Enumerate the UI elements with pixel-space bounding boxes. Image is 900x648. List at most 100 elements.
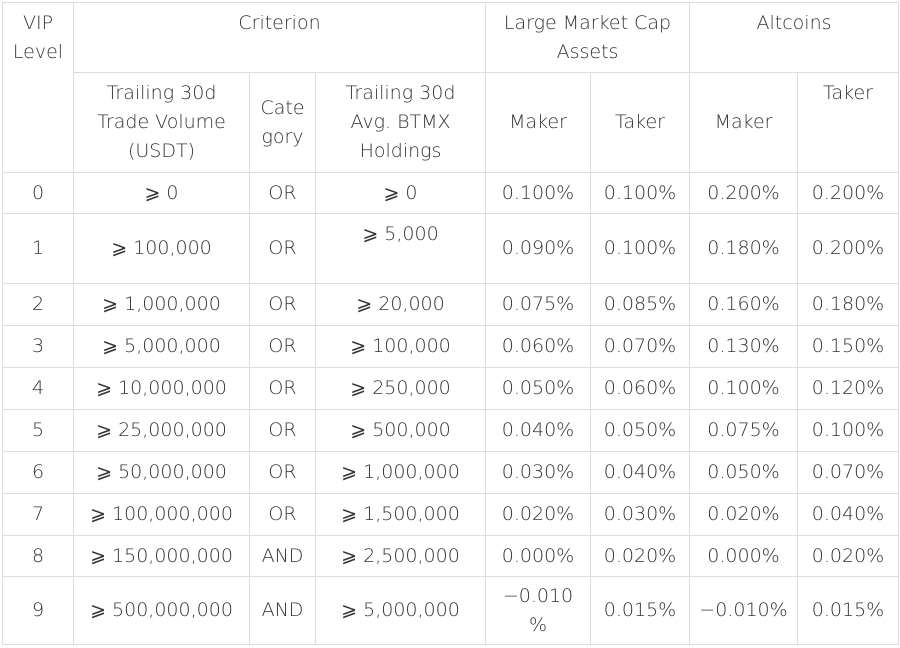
large-taker-cell: 0.085%: [589, 283, 691, 326]
header-altcoins: Altcoins: [689, 2, 900, 73]
alt-taker-cell: 0.015%: [797, 576, 900, 645]
alt-taker-cell: 0.070%: [797, 451, 900, 494]
vip-level-cell: 2: [2, 283, 74, 326]
header-category: Cate gory: [249, 72, 316, 173]
alt-maker-cell: 0.160%: [689, 283, 799, 326]
large-maker-cell: 0.040%: [485, 409, 591, 452]
trade-volume-cell: ⩾ 0: [73, 172, 250, 214]
large-taker-cell: 0.060%: [589, 367, 691, 410]
alt-taker-cell: 0.180%: [797, 283, 900, 326]
category-cell: OR: [249, 172, 316, 214]
table-row: 6 ⩾ 50,000,000 OR ⩾ 1,000,000 0.030% 0.0…: [2, 451, 900, 494]
large-maker-cell: 0.000%: [485, 535, 591, 577]
vip-level-cell: 9: [2, 576, 74, 645]
alt-maker-cell: 0.180%: [689, 213, 799, 284]
category-cell: OR: [249, 409, 316, 452]
holdings-cell: ⩾ 100,000: [315, 325, 486, 368]
large-maker-cell: 0.060%: [485, 325, 591, 368]
alt-taker-cell: 0.120%: [797, 367, 900, 410]
holdings-cell: ⩾ 2,500,000: [315, 535, 486, 577]
alt-taker-cell: 0.200%: [797, 213, 900, 284]
holdings-cell: ⩾ 20,000: [315, 283, 486, 326]
holdings-cell: ⩾ 250,000: [315, 367, 486, 410]
trade-volume-cell: ⩾ 100,000: [73, 213, 250, 284]
alt-taker-cell: 0.200%: [797, 172, 900, 214]
holdings-cell: ⩾ 5,000,000: [315, 576, 486, 645]
category-cell: OR: [249, 283, 316, 326]
holdings-cell: ⩾ 500,000: [315, 409, 486, 452]
trade-volume-cell: ⩾ 500,000,000: [73, 576, 250, 645]
table-row: 3 ⩾ 5,000,000 OR ⩾ 100,000 0.060% 0.070%…: [2, 325, 900, 368]
header-alt-taker: Taker: [797, 72, 900, 173]
vip-level-cell: 4: [2, 367, 74, 410]
alt-maker-cell: 0.020%: [689, 493, 799, 536]
header-btmx-holdings: Trailing 30d Avg. BTMX Holdings: [315, 72, 486, 173]
category-cell: OR: [249, 493, 316, 536]
large-maker-cell: −0.010 %: [485, 576, 591, 645]
header-row-sub: Trailing 30d Trade Volume (USDT) Cate go…: [3, 72, 900, 173]
large-maker-cell: 0.100%: [485, 172, 591, 214]
vip-level-cell: 8: [2, 535, 74, 577]
trade-volume-cell: ⩾ 50,000,000: [73, 451, 250, 494]
large-maker-cell: 0.020%: [485, 493, 591, 536]
vip-level-cell: 3: [2, 325, 74, 368]
alt-maker-cell: 0.130%: [689, 325, 799, 368]
large-taker-cell: 0.100%: [589, 213, 691, 284]
table-row: 7 ⩾ 100,000,000 OR ⩾ 1,500,000 0.020% 0.…: [2, 493, 900, 536]
trade-volume-cell: ⩾ 100,000,000: [73, 493, 250, 536]
trade-volume-cell: ⩾ 150,000,000: [73, 535, 250, 577]
large-maker-cell: 0.090%: [485, 213, 591, 284]
vip-level-cell: 0: [2, 172, 74, 214]
alt-maker-cell: 0.200%: [689, 172, 799, 214]
holdings-cell: ⩾ 1,500,000: [315, 493, 486, 536]
trade-volume-cell: ⩾ 25,000,000: [73, 409, 250, 452]
table-row: 9 ⩾ 500,000,000 AND ⩾ 5,000,000 −0.010 %…: [2, 576, 900, 645]
category-cell: OR: [249, 213, 316, 284]
table-row: 5 ⩾ 25,000,000 OR ⩾ 500,000 0.040% 0.050…: [2, 409, 900, 452]
large-taker-cell: 0.100%: [589, 172, 691, 214]
category-cell: OR: [249, 451, 316, 494]
header-row-top: VIP Level Criterion Large Market Cap Ass…: [2, 2, 900, 173]
category-cell: AND: [249, 576, 316, 645]
large-taker-cell: 0.050%: [589, 409, 691, 452]
alt-maker-cell: 0.050%: [689, 451, 799, 494]
trade-volume-cell: ⩾ 5,000,000: [73, 325, 250, 368]
alt-maker-cell: 0.000%: [689, 535, 799, 577]
holdings-cell: ⩾ 5,000: [315, 213, 486, 284]
header-vip-level: VIP Level: [2, 2, 74, 173]
header-trade-volume: Trailing 30d Trade Volume (USDT): [73, 72, 250, 173]
large-maker-cell: 0.075%: [485, 283, 591, 326]
table-row: 2 ⩾ 1,000,000 OR ⩾ 20,000 0.075% 0.085% …: [2, 283, 900, 326]
category-cell: AND: [249, 535, 316, 577]
table-row: 8 ⩾ 150,000,000 AND ⩾ 2,500,000 0.000% 0…: [2, 535, 900, 577]
header-large-taker: Taker: [589, 72, 691, 173]
category-cell: OR: [249, 325, 316, 368]
alt-taker-cell: 0.100%: [797, 409, 900, 452]
category-cell: OR: [249, 367, 316, 410]
alt-maker-cell: −0.010%: [689, 576, 799, 645]
large-taker-cell: 0.030%: [589, 493, 691, 536]
large-maker-cell: 0.030%: [485, 451, 591, 494]
table-row: 1 ⩾ 100,000 OR ⩾ 5,000 0.090% 0.100% 0.1…: [2, 213, 900, 284]
header-large-market-cap: Large Market Cap Assets: [484, 2, 691, 73]
alt-taker-cell: 0.040%: [797, 493, 900, 536]
vip-level-cell: 6: [2, 451, 74, 494]
large-taker-cell: 0.040%: [589, 451, 691, 494]
large-taker-cell: 0.020%: [589, 535, 691, 577]
vip-level-cell: 1: [2, 213, 74, 284]
table-row: 4 ⩾ 10,000,000 OR ⩾ 250,000 0.050% 0.060…: [2, 367, 900, 410]
header-large-maker: Maker: [485, 72, 591, 173]
alt-taker-cell: 0.020%: [797, 535, 900, 577]
large-taker-cell: 0.015%: [589, 576, 691, 645]
trade-volume-cell: ⩾ 10,000,000: [73, 367, 250, 410]
alt-taker-cell: 0.150%: [797, 325, 900, 368]
alt-maker-cell: 0.075%: [689, 409, 799, 452]
header-alt-maker: Maker: [689, 72, 799, 173]
vip-level-cell: 7: [2, 493, 74, 536]
holdings-cell: ⩾ 1,000,000: [315, 451, 486, 494]
large-taker-cell: 0.070%: [589, 325, 691, 368]
table-row: 0 ⩾ 0 OR ⩾ 0 0.100% 0.100% 0.200% 0.200%: [2, 172, 900, 214]
trade-volume-cell: ⩾ 1,000,000: [73, 283, 250, 326]
large-maker-cell: 0.050%: [485, 367, 591, 410]
